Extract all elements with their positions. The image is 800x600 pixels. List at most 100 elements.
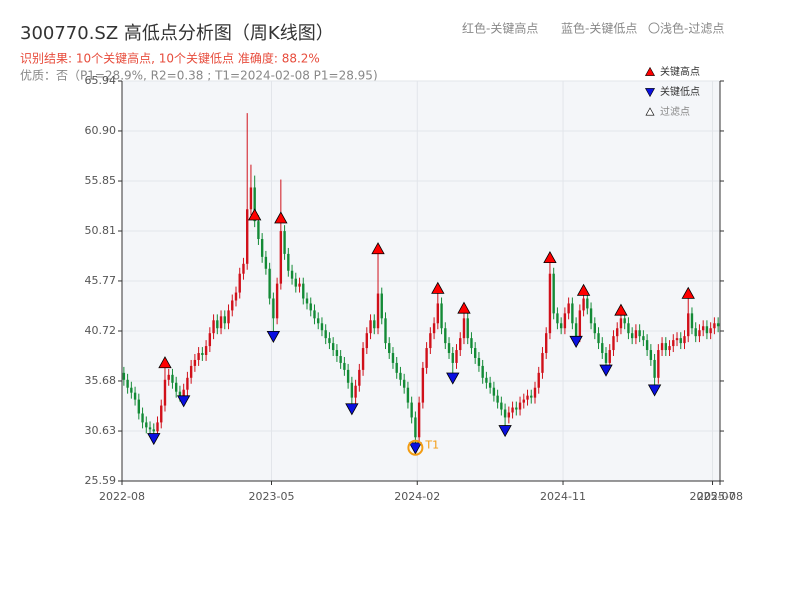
candle-body bbox=[459, 338, 462, 351]
candle-body bbox=[156, 422, 159, 432]
candle-body bbox=[350, 382, 354, 398]
candle-body bbox=[268, 268, 271, 299]
candle-body bbox=[533, 387, 537, 398]
candle-body bbox=[481, 365, 484, 378]
candle-body bbox=[227, 310, 230, 324]
candle-body bbox=[302, 283, 305, 299]
candle-body bbox=[496, 395, 499, 403]
x-tick-label: 2025-07 bbox=[690, 490, 736, 503]
candle-body bbox=[369, 320, 372, 334]
candle-body bbox=[391, 353, 395, 363]
key-point-marker bbox=[576, 283, 591, 296]
candle-body bbox=[589, 308, 593, 324]
candle-body bbox=[130, 387, 133, 393]
candle-body bbox=[380, 293, 383, 319]
subtitle: 识别结果: 10个关键高点, 10个关键低点 准确度: 88.2% bbox=[20, 51, 320, 66]
candle-body bbox=[500, 402, 503, 410]
candle-body bbox=[705, 326, 709, 334]
candle-body bbox=[395, 362, 398, 373]
candle-body bbox=[376, 293, 380, 329]
key-point-marker bbox=[446, 372, 460, 385]
key-point-marker bbox=[543, 251, 557, 264]
top-legend: 蓝色-关键低点 bbox=[561, 22, 637, 36]
candle-body bbox=[466, 318, 469, 339]
candle-body bbox=[406, 387, 410, 403]
candle-body bbox=[264, 256, 268, 269]
y-tick-label: 55.85 bbox=[85, 174, 117, 187]
candle-body bbox=[346, 369, 350, 383]
candle-body bbox=[503, 409, 507, 418]
candle-body bbox=[559, 323, 563, 329]
candle-body bbox=[657, 350, 660, 378]
candle-body bbox=[451, 353, 454, 363]
candle-body bbox=[298, 283, 301, 287]
candle-body bbox=[638, 330, 641, 337]
key-point-marker bbox=[599, 364, 613, 377]
candle-body bbox=[604, 353, 608, 363]
candle-body bbox=[324, 330, 327, 339]
candle-body bbox=[571, 303, 574, 324]
candle-body bbox=[668, 346, 671, 351]
candle-body bbox=[616, 328, 619, 337]
candle-body bbox=[320, 323, 324, 331]
candle-body bbox=[492, 387, 496, 396]
candle-body bbox=[402, 379, 406, 388]
key-point-marker bbox=[371, 242, 385, 255]
candle-body bbox=[249, 187, 253, 210]
candle-body bbox=[212, 320, 215, 334]
key-point-marker bbox=[614, 303, 628, 316]
candle-body bbox=[186, 377, 189, 390]
candle-body bbox=[526, 395, 529, 400]
candle-body bbox=[328, 338, 331, 344]
candle-body bbox=[133, 392, 137, 400]
candle-body bbox=[687, 313, 690, 337]
key-point-marker bbox=[431, 281, 445, 294]
candle-body bbox=[675, 338, 679, 341]
candle-body bbox=[440, 303, 443, 329]
candle-body bbox=[623, 318, 626, 324]
candle-body bbox=[182, 389, 185, 396]
candle-body bbox=[313, 310, 316, 319]
candle-body bbox=[485, 377, 488, 383]
candle-body bbox=[530, 395, 533, 398]
key-point-marker bbox=[266, 330, 281, 343]
legend-label: 关键高点 bbox=[660, 65, 700, 78]
candle-body bbox=[664, 343, 668, 351]
candle-body bbox=[649, 350, 653, 360]
candle-body bbox=[331, 343, 335, 351]
candle-body bbox=[574, 323, 578, 337]
candle-body bbox=[421, 367, 425, 403]
candle-body bbox=[716, 323, 720, 327]
candle-body bbox=[193, 359, 197, 366]
candle-body bbox=[122, 372, 126, 380]
candle-body bbox=[201, 353, 204, 356]
candle-body bbox=[548, 273, 552, 334]
candle-body bbox=[305, 298, 309, 304]
top-legend: 红色-关键高点 bbox=[462, 21, 538, 36]
candle-body bbox=[354, 385, 357, 398]
candle-body bbox=[701, 326, 705, 331]
candle-body bbox=[279, 231, 283, 284]
x-tick-label: 2025-08 bbox=[697, 490, 743, 503]
candle-body bbox=[361, 348, 365, 370]
key-point-marker bbox=[176, 395, 191, 408]
candle-body bbox=[627, 323, 630, 334]
key-point-marker bbox=[457, 301, 471, 314]
candle-body bbox=[294, 278, 297, 287]
candle-body bbox=[683, 336, 686, 344]
candle-body bbox=[507, 412, 511, 418]
candle-body bbox=[608, 350, 611, 363]
candle-body bbox=[612, 336, 615, 351]
candle-body bbox=[414, 417, 417, 438]
candle-body bbox=[216, 320, 219, 329]
candle-body bbox=[567, 303, 570, 314]
x-tick-label: 2022-08 bbox=[99, 490, 145, 503]
candle-body bbox=[141, 413, 144, 423]
candle-body bbox=[373, 320, 376, 329]
candle-body bbox=[473, 348, 477, 358]
candle-body bbox=[197, 353, 200, 360]
candle-body bbox=[417, 402, 421, 438]
candle-body bbox=[455, 350, 458, 363]
candle-body bbox=[287, 253, 290, 271]
